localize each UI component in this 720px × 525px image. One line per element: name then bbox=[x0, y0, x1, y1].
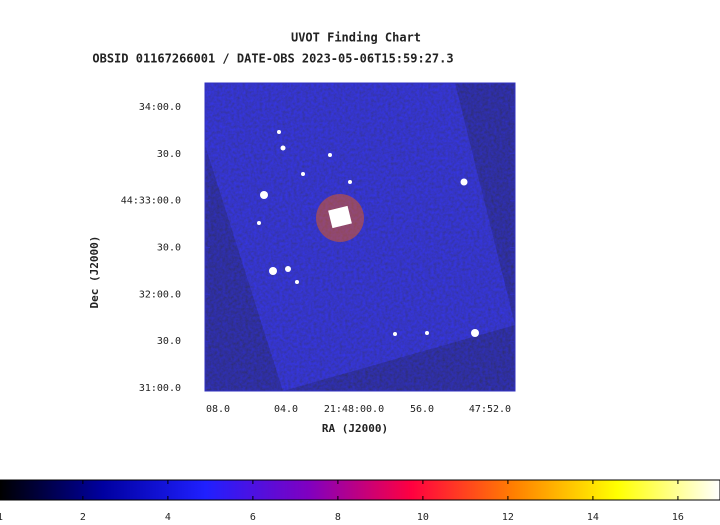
y-tick-label: 44:33:00.0 bbox=[121, 196, 181, 207]
subtitle: OBSID 01167266001 / DATE-OBS 2023-05-06T… bbox=[92, 52, 453, 66]
y-tick-label: 30.0 bbox=[157, 336, 181, 347]
x-tick-label: 08.0 bbox=[206, 404, 230, 415]
y-tick-label: 30.0 bbox=[157, 242, 181, 253]
colorbar-tick-label: 10 bbox=[417, 512, 429, 521]
colorbar-tick-label: 14 bbox=[587, 512, 599, 521]
sky-image bbox=[205, 83, 515, 391]
galaxy-core bbox=[328, 205, 352, 229]
x-tick-label: 21:48:00.0 bbox=[324, 404, 384, 415]
colorbar-edge-label: 1 bbox=[0, 512, 3, 521]
colorbar-tick-label: 12 bbox=[502, 512, 514, 521]
stars bbox=[257, 130, 479, 337]
colorbar-tick-label: 4 bbox=[165, 512, 171, 521]
x-tick-label: 56.0 bbox=[410, 404, 434, 415]
y-tick-label: 30.0 bbox=[157, 149, 181, 160]
image-noise bbox=[205, 83, 515, 391]
y-axis-label: Dec (J2000) bbox=[88, 236, 101, 309]
plot-frame bbox=[204, 82, 516, 392]
y-tick-label: 34:00.0 bbox=[139, 102, 181, 113]
y-tick-label: 31:00.0 bbox=[139, 383, 181, 394]
x-tick-label: 04.0 bbox=[274, 404, 298, 415]
title: UVOT Finding Chart bbox=[291, 31, 421, 45]
colorbar-tick-label: 16 bbox=[672, 512, 684, 521]
colorbar-tick-label: 8 bbox=[335, 512, 341, 521]
colorbar-tick-label: 6 bbox=[250, 512, 256, 521]
x-axis-label: RA (J2000) bbox=[322, 422, 388, 435]
colorbar bbox=[0, 479, 720, 501]
y-tick-label: 32:00.0 bbox=[139, 289, 181, 300]
x-tick-label: 47:52.0 bbox=[469, 404, 511, 415]
colorbar-tick-label: 2 bbox=[80, 512, 86, 521]
